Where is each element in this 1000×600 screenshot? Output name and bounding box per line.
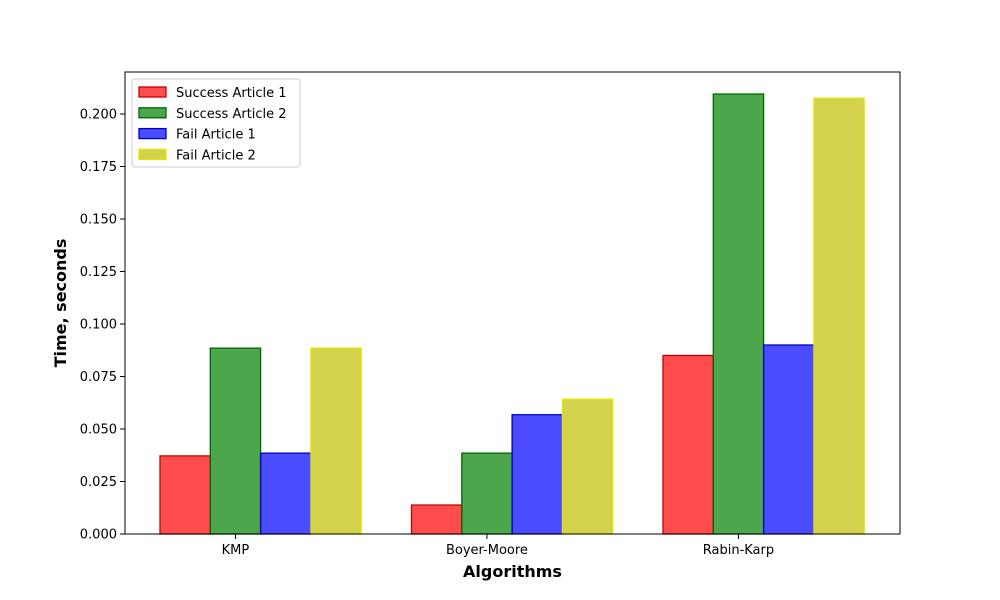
bar-boyer-moore-series-2 [461,452,513,535]
plot-frame [124,71,901,535]
y-tick-label: 0.100 [80,318,117,333]
axes-group: 0.000 0.025 0.050 0.075 0.100 0.125 0.150 0.175… [80,71,901,558]
x-axis-label: Algorithms [463,562,562,581]
legend-swatch [138,148,167,161]
legend: Success Article 1 Success Article 2 Fail A… [131,78,301,168]
bars-group [159,93,865,535]
bar-kmp-series-2 [209,347,262,535]
bar-rabin-karp-series-1 [662,354,714,535]
bar-kmp-series-4 [310,347,362,535]
legend-label: Success Article 1 [176,86,287,101]
y-tick-label: 0.150 [80,213,117,228]
bar-boyer-moore-series-4 [561,398,614,535]
y-tick-label: 0.025 [80,475,117,490]
y-tick-label: 0.175 [80,160,117,175]
bar-rabin-karp-series-4 [813,97,865,535]
bar-kmp-series-1 [159,455,211,535]
y-tick-label: 0.200 [80,108,117,123]
bar-boyer-moore-series-3 [511,414,564,535]
x-tick-label: Rabin-Karp [703,543,774,558]
x-tick-label: Boyer-Moore [446,543,528,558]
legend-label: Success Article 2 [176,107,287,122]
y-tick-label: 0.075 [80,370,117,385]
y-axis-label: Time, seconds [51,239,70,368]
x-tick-label: KMP [222,543,250,558]
y-tick-label: 0.125 [80,265,117,280]
y-tick-label: 0.050 [80,423,117,438]
legend-swatch [138,86,167,98]
bar-rabin-karp-series-2 [712,93,765,535]
y-tick-label: 0.000 [80,528,117,543]
bar-rabin-karp-series-3 [762,344,815,535]
legend-box [131,78,301,168]
legend-swatch [138,107,167,119]
bar-kmp-series-3 [259,452,312,535]
legend-label: Fail Article 2 [176,148,256,163]
legend-label: Fail Article 1 [176,128,256,143]
legend-swatch [138,127,167,140]
bar-boyer-moore-series-1 [410,504,463,535]
